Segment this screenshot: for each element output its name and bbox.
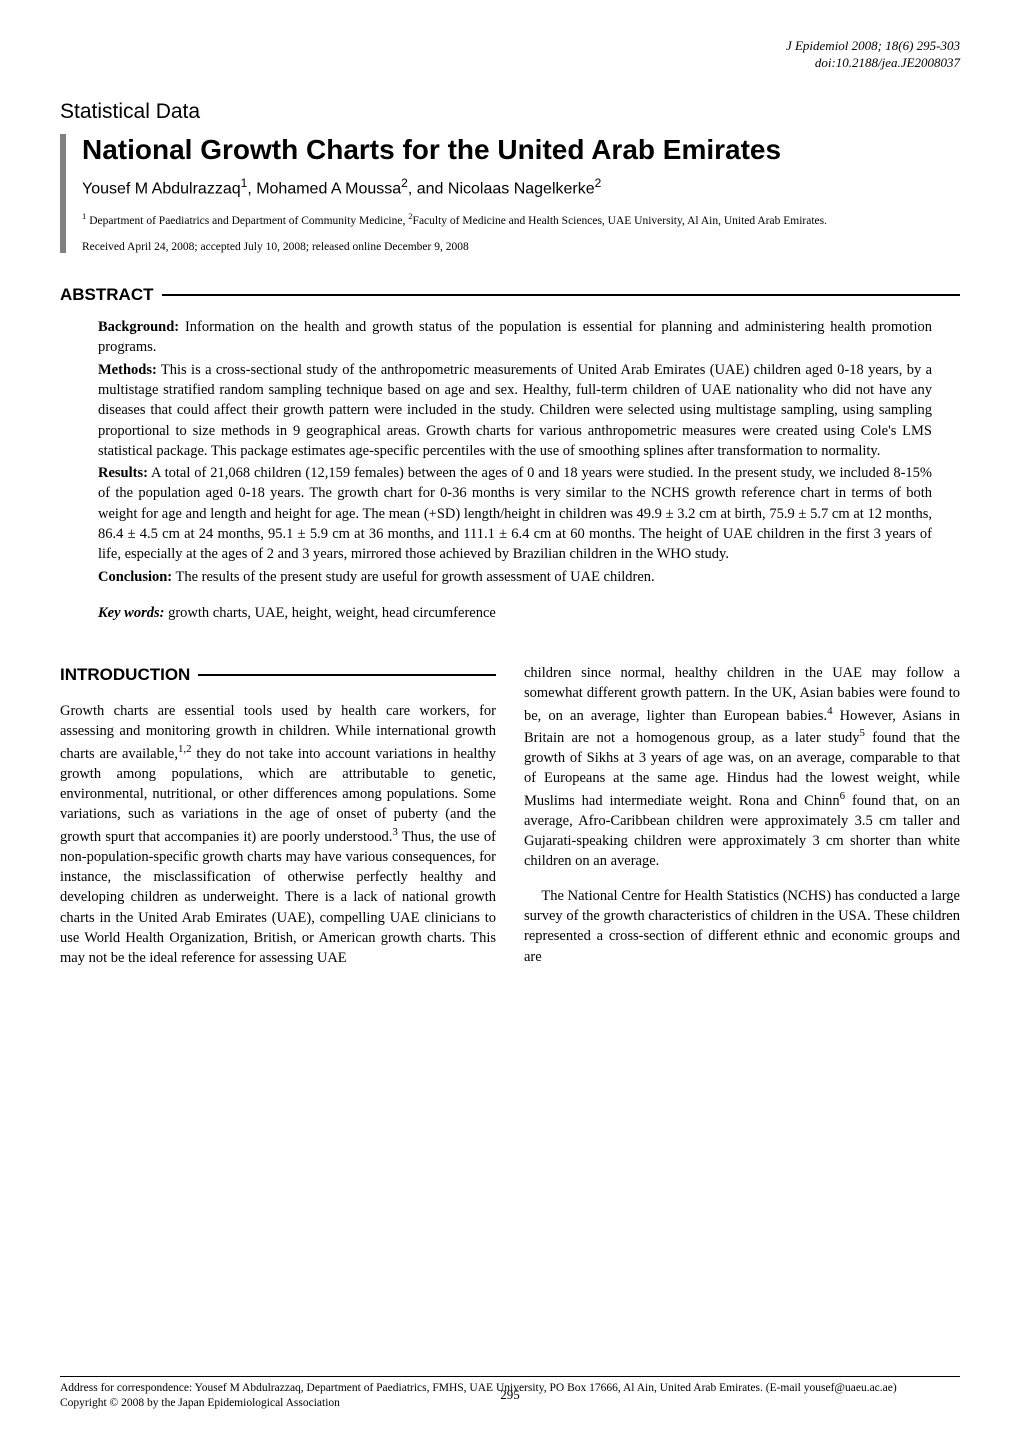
abstract-results-text: A total of 21,068 children (12,159 femal… bbox=[98, 465, 932, 562]
journal-citation: J Epidemiol 2008; 18(6) 295-303 bbox=[60, 38, 960, 55]
introduction-col2-p1: children since normal, healthy children … bbox=[524, 663, 960, 871]
article-affiliation: 1 Department of Paediatrics and Departme… bbox=[82, 210, 960, 229]
abstract-methods-label: Methods: bbox=[98, 362, 157, 378]
introduction-header-text: INTRODUCTION bbox=[60, 663, 190, 687]
abstract-conclusion-label: Conclusion: bbox=[98, 569, 172, 585]
keywords-label: Key words: bbox=[98, 605, 164, 621]
abstract-methods: Methods: This is a cross-sectional study… bbox=[98, 360, 932, 461]
journal-info: J Epidemiol 2008; 18(6) 295-303 doi:10.2… bbox=[60, 38, 960, 72]
abstract-results: Results: A total of 21,068 children (12,… bbox=[98, 463, 932, 564]
abstract-methods-text: This is a cross-sectional study of the a… bbox=[98, 362, 932, 459]
abstract-results-label: Results: bbox=[98, 465, 148, 481]
page-footer: Address for correspondence: Yousef M Abd… bbox=[60, 1376, 960, 1412]
abstract-header: ABSTRACT bbox=[60, 285, 960, 305]
right-column: children since normal, healthy children … bbox=[524, 663, 960, 982]
abstract-background-label: Background: bbox=[98, 319, 179, 335]
abstract-conclusion: Conclusion: The results of the present s… bbox=[98, 567, 932, 587]
introduction-col2-p2: The National Centre for Health Statistic… bbox=[524, 886, 960, 967]
article-title: National Growth Charts for the United Ar… bbox=[82, 134, 960, 166]
keywords: Key words: growth charts, UAE, height, w… bbox=[98, 603, 932, 623]
introduction-header-rule bbox=[198, 674, 496, 676]
left-column: INTRODUCTION Growth charts are essential… bbox=[60, 663, 496, 982]
page-number: 295 bbox=[60, 1386, 960, 1404]
body-columns: INTRODUCTION Growth charts are essential… bbox=[60, 663, 960, 982]
keywords-text: growth charts, UAE, height, weight, head… bbox=[164, 605, 495, 621]
introduction-header: INTRODUCTION bbox=[60, 663, 496, 687]
abstract-conclusion-text: The results of the present study are use… bbox=[172, 569, 655, 585]
abstract-background-text: Information on the health and growth sta… bbox=[98, 319, 932, 355]
abstract-header-text: ABSTRACT bbox=[60, 285, 154, 305]
title-block: National Growth Charts for the United Ar… bbox=[60, 134, 960, 253]
introduction-col1-text: Growth charts are essential tools used b… bbox=[60, 701, 496, 969]
abstract-header-rule bbox=[162, 294, 961, 296]
journal-doi: doi:10.2188/jea.JE2008037 bbox=[60, 55, 960, 72]
abstract-body: Background: Information on the health an… bbox=[60, 317, 960, 623]
article-authors: Yousef M Abdulrazzaq1, Mohamed A Moussa2… bbox=[82, 176, 960, 198]
article-category: Statistical Data bbox=[60, 100, 960, 124]
article-received: Received April 24, 2008; accepted July 1… bbox=[82, 241, 960, 253]
abstract-background: Background: Information on the health an… bbox=[98, 317, 932, 358]
